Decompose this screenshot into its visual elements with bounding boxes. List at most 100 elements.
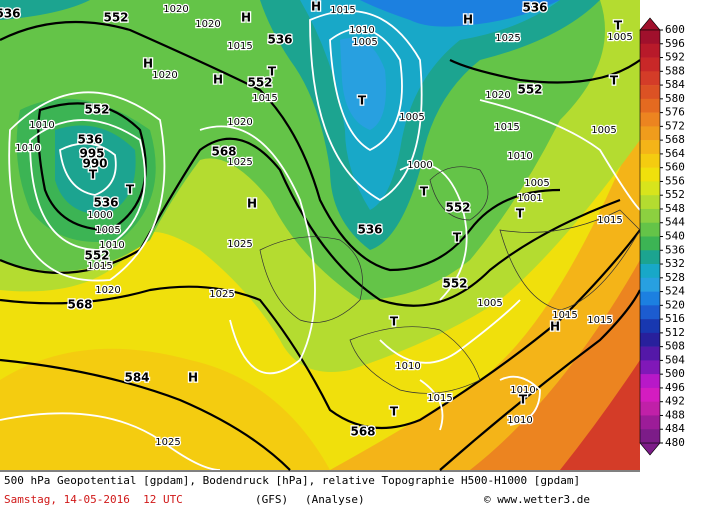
legend-swatch — [640, 98, 660, 113]
legend-swatch — [640, 208, 660, 224]
map-label: 536 — [93, 196, 118, 210]
map-label: T — [420, 185, 429, 199]
map-label: 584 — [124, 371, 149, 385]
map-label: T — [268, 65, 277, 79]
map-label: 1015 — [494, 122, 519, 133]
map-label: 552 — [517, 83, 542, 97]
legend-swatch — [640, 43, 660, 58]
map-label: 1010 — [349, 25, 374, 36]
map-label: 536 — [77, 133, 102, 147]
legend-label: 580 — [665, 92, 685, 105]
legend-swatch — [640, 264, 660, 279]
map-label: 995 — [79, 147, 104, 161]
pressure-contours — [0, 10, 641, 471]
legend-swatch — [640, 30, 660, 45]
map-label: 1015 — [252, 93, 277, 104]
legend-label: 600 — [665, 23, 685, 36]
legend-swatch — [640, 360, 660, 375]
legend-label: 568 — [665, 133, 685, 146]
map-label: T — [126, 183, 135, 197]
legend-swatch — [640, 126, 660, 141]
footer-credit: © www.wetter3.de — [484, 493, 590, 506]
map-label: 536 — [357, 223, 382, 237]
legend-label: 564 — [665, 147, 685, 160]
legend-label: 556 — [665, 174, 685, 187]
map-label: 1000 — [407, 160, 432, 171]
map-label: 1010 — [510, 385, 535, 396]
legend-swatch — [640, 71, 660, 86]
legend-swatch — [640, 374, 660, 389]
legend-swatch — [640, 112, 660, 127]
map-label: T — [453, 231, 462, 245]
legend-swatch — [640, 236, 660, 251]
legend-label: 524 — [665, 285, 685, 298]
map-label: 1005 — [524, 178, 549, 189]
map-label: 1001 — [517, 193, 542, 204]
map-label: 552 — [84, 103, 109, 117]
band — [470, 260, 640, 470]
legend-swatch — [640, 195, 660, 210]
map-label: 568 — [67, 298, 92, 312]
map-label: T — [89, 168, 98, 182]
footer-model: (GFS) — [255, 493, 288, 506]
map-label: 1025 — [227, 239, 252, 250]
map-label: 1025 — [495, 33, 520, 44]
legend-label: 536 — [665, 243, 685, 256]
legend-swatch — [640, 153, 660, 168]
map-label: 1020 — [163, 4, 188, 15]
map-label: 552 — [247, 76, 272, 90]
legend-swatch — [640, 181, 660, 196]
map-label: 1010 — [29, 120, 54, 131]
map-label: 552 — [103, 11, 128, 25]
map-label: 1015 — [587, 315, 612, 326]
map-label: 1020 — [95, 285, 120, 296]
legend-label: 488 — [665, 408, 685, 421]
map-label: 1000 — [87, 210, 112, 221]
legend-swatch — [640, 277, 660, 292]
legend-label: 540 — [665, 230, 685, 243]
map-label: 1020 — [227, 117, 252, 128]
band — [55, 125, 136, 215]
legend-swatch — [640, 415, 660, 430]
map-label: 1025 — [227, 157, 252, 168]
legend-label: 496 — [665, 381, 685, 394]
footer-title: 500 hPa Geopotential [gpdam], Bodendruck… — [4, 474, 580, 487]
map-label: 1015 — [597, 215, 622, 226]
legend-swatch — [640, 387, 660, 402]
band — [0, 348, 330, 470]
map-label: 536 — [267, 33, 292, 47]
map-label: 1015 — [87, 261, 112, 272]
map-label: T — [516, 207, 525, 221]
map-label: 1015 — [552, 310, 577, 321]
map-label: 1010 — [507, 151, 532, 162]
map-label: H — [213, 73, 223, 87]
map-label: 1005 — [607, 32, 632, 43]
map-label: H — [463, 13, 473, 27]
legend-swatch — [640, 332, 660, 347]
legend-label: 560 — [665, 161, 685, 174]
map — [0, 0, 641, 471]
map-label: 568 — [211, 145, 236, 159]
legend-label: 504 — [665, 353, 685, 366]
map-label: T — [610, 74, 619, 88]
legend-swatch — [640, 250, 660, 265]
map-label: 1015 — [227, 41, 252, 52]
map-label: T — [390, 315, 399, 329]
map-label: 1010 — [15, 143, 40, 154]
legend-swatch — [640, 57, 660, 72]
legend-swatch — [640, 291, 660, 306]
map-label: H — [550, 320, 560, 334]
legend-label: 532 — [665, 257, 685, 270]
map-label: 1005 — [591, 125, 616, 136]
legend-label: 552 — [665, 188, 685, 201]
map-label: 1020 — [195, 19, 220, 30]
legend-label: 584 — [665, 78, 685, 91]
map-label: 552 — [445, 201, 470, 215]
map-label: 1005 — [477, 298, 502, 309]
legend-label: 512 — [665, 326, 685, 339]
legend-label: 508 — [665, 340, 685, 353]
legend-label: 528 — [665, 271, 685, 284]
legend-label: 520 — [665, 298, 685, 311]
